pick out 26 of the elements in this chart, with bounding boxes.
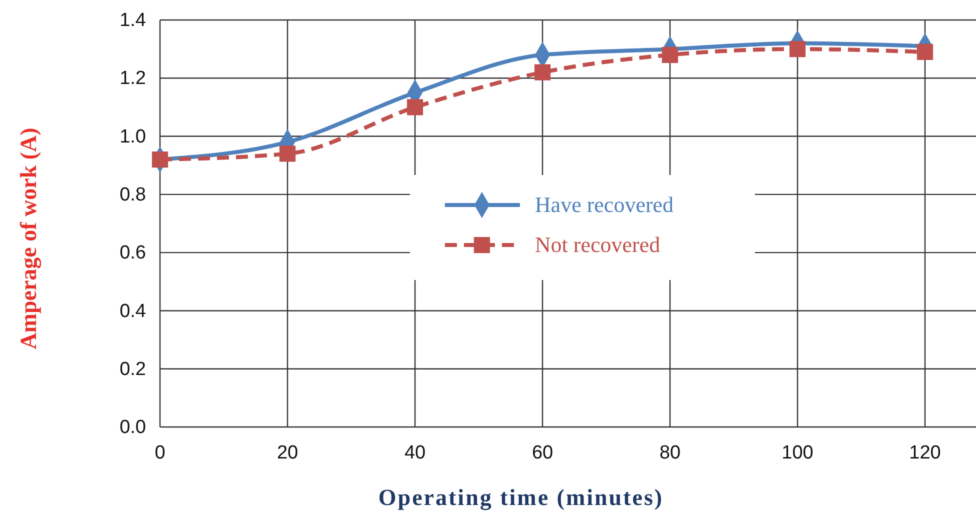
point bbox=[152, 151, 168, 168]
y-tick-label: 1.2 bbox=[120, 68, 146, 90]
y-tick-label: 0.8 bbox=[120, 184, 146, 206]
y-tick-label: 1.4 bbox=[120, 10, 146, 32]
point bbox=[279, 146, 296, 162]
x-tick-label: 100 bbox=[782, 442, 814, 464]
point bbox=[662, 46, 678, 63]
point bbox=[916, 44, 934, 60]
legend-label: Have recovered bbox=[534, 192, 674, 217]
y-tick-label: 0.4 bbox=[120, 300, 146, 322]
y-tick-label: 0.0 bbox=[120, 417, 146, 438]
legend-label: Not recovered bbox=[534, 232, 660, 257]
y-tick-label: 0.6 bbox=[120, 242, 146, 264]
x-tick-label: 20 bbox=[276, 442, 298, 464]
x-tick-label: 60 bbox=[532, 442, 554, 464]
x-tick-label: 40 bbox=[404, 442, 426, 464]
x-tick-label: 80 bbox=[659, 442, 681, 464]
point bbox=[406, 99, 424, 116]
point bbox=[534, 64, 551, 80]
x-axis-title: Operating time (minutes) bbox=[378, 485, 664, 511]
point bbox=[789, 41, 806, 58]
y-tick-label: 0.2 bbox=[120, 358, 146, 380]
y-tick-label: 1.0 bbox=[120, 126, 146, 148]
x-tick-label: 120 bbox=[909, 442, 941, 464]
y-axis-title: Amperage of work (A) bbox=[16, 128, 42, 350]
x-tick-label: 0 bbox=[154, 442, 166, 464]
